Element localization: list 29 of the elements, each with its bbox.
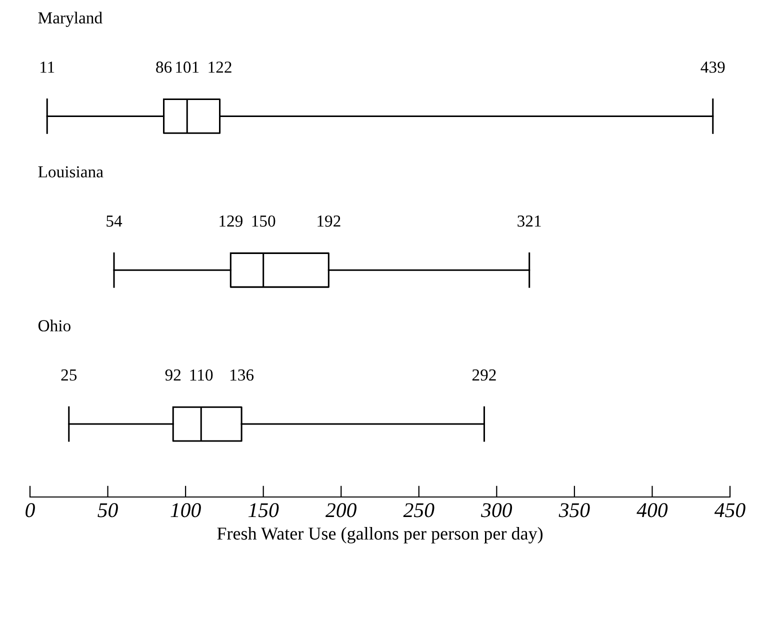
annotation: 321	[518, 216, 541, 227]
x-tick-label: 300	[481, 503, 512, 518]
y-tick-label: Maryland	[38, 12, 102, 27]
annotation: 11	[40, 62, 54, 73]
annotation: 110	[190, 369, 213, 381]
annotation: 86	[156, 62, 172, 73]
annotation: 25	[61, 369, 77, 381]
x-tick-label: 200	[325, 503, 356, 518]
y-tick-label: Louisiana	[38, 166, 104, 178]
annotation: 192	[318, 216, 340, 227]
annotation: 439	[700, 62, 725, 73]
y-tick-label: Ohio	[38, 320, 70, 332]
annotation: 150	[252, 215, 276, 227]
x-tick-label: 150	[248, 503, 279, 518]
annotation: 292	[472, 369, 496, 381]
x-axis-title: Fresh Water Use (gallons per person per day)	[217, 527, 543, 544]
annotation: 129	[220, 216, 242, 227]
x-tick-label: 0	[26, 503, 35, 518]
x-tick-label: 450	[714, 503, 746, 518]
x-tick-label: 350	[558, 503, 590, 518]
x-tick-label: 400	[636, 503, 668, 518]
x-tick-label: 50	[98, 503, 118, 518]
annotation: 92	[165, 369, 181, 381]
annotation: 101	[176, 62, 199, 73]
annotation: 122	[208, 62, 232, 73]
annotation: 54	[106, 216, 122, 227]
x-tick-label: 250	[403, 503, 434, 518]
x-tick-label: 100	[170, 503, 201, 518]
annotation: 136	[230, 369, 254, 381]
